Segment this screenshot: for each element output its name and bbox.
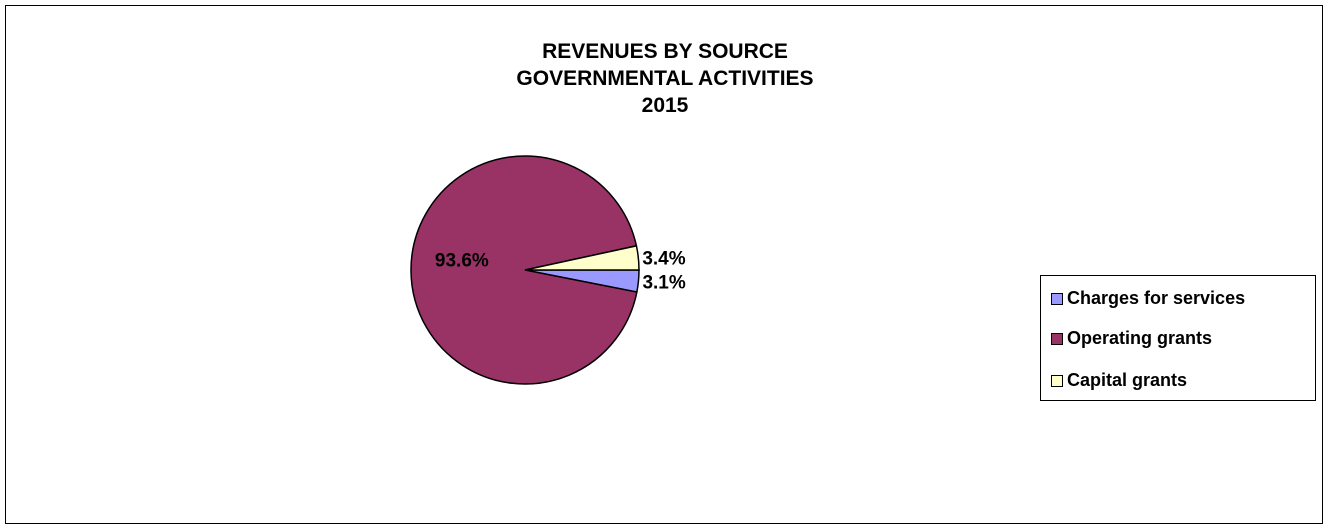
legend-label-capital: Capital grants — [1067, 370, 1188, 390]
chart-frame: REVENUES BY SOURCE GOVERNMENTAL ACTIVITI… — [5, 5, 1323, 524]
slice-operating-grants — [410, 155, 638, 385]
legend-item-operating-grants: Operating grants — [1051, 328, 1212, 349]
data-label-capital: 3.4% — [642, 248, 685, 269]
legend-label-charges: Charges for services — [1067, 288, 1246, 308]
legend-item-capital-grants: Capital grants — [1051, 370, 1187, 391]
legend-swatch-charges — [1051, 292, 1063, 305]
title-line-1: REVENUES BY SOURCE — [542, 40, 788, 63]
legend-swatch-capital — [1051, 374, 1063, 387]
title-line-2: GOVERNMENTAL ACTIVITIES — [516, 67, 814, 90]
legend-label-operating: Operating grants — [1067, 328, 1213, 348]
pie-chart: 3.1% 93.6% 3.4% — [410, 155, 686, 385]
data-label-charges: 3.1% — [642, 272, 685, 293]
legend-swatch-operating — [1051, 332, 1063, 345]
data-label-operating: 93.6% — [435, 250, 489, 271]
chart-title: REVENUES BY SOURCE GOVERNMENTAL ACTIVITI… — [6, 38, 1324, 119]
legend: Charges for services Operating grants Ca… — [1040, 275, 1316, 401]
title-line-3: 2015 — [641, 94, 689, 117]
slice-capital-grants — [524, 244, 640, 271]
legend-item-charges-for-services: Charges for services — [1051, 288, 1245, 309]
